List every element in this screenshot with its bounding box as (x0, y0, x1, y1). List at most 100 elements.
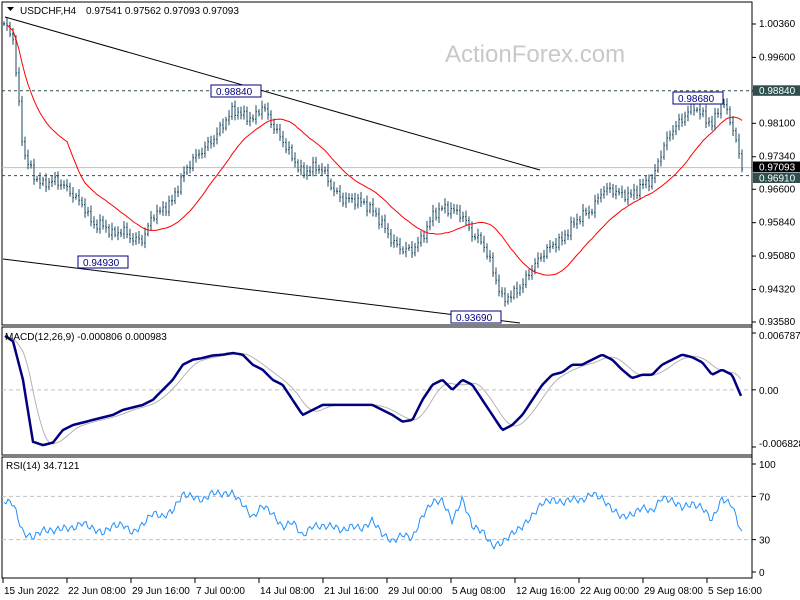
annotation-label: 0.93690 (456, 313, 493, 324)
price-bar (219, 121, 221, 137)
price-bar (627, 186, 629, 206)
price-bar (318, 164, 320, 174)
price-bar (231, 102, 233, 120)
price-bar (474, 233, 476, 241)
price-bar (456, 204, 458, 215)
price-bar (639, 178, 641, 200)
price-bar (708, 117, 710, 127)
price-bar (252, 114, 254, 123)
price-bar (279, 123, 281, 141)
price-bar (144, 227, 146, 249)
price-bar (513, 285, 515, 300)
price-bar (309, 166, 311, 176)
price-bar (249, 111, 251, 127)
price-bar (120, 228, 122, 238)
time-tick-label: 12 Aug 16:00 (516, 586, 575, 597)
price-bar (660, 150, 662, 167)
price-annotation: 0.93690 (450, 310, 502, 324)
price-bar (72, 187, 74, 203)
annotation-box (450, 310, 502, 324)
price-bar (81, 196, 83, 208)
price-bar (84, 198, 86, 218)
price-annotation: 0.98680 (672, 91, 724, 105)
price-bar (501, 287, 503, 298)
price-bar (60, 179, 62, 190)
annotation-box (210, 84, 262, 98)
price-bar (282, 130, 284, 148)
price-bar (504, 287, 506, 307)
price-bar (606, 182, 608, 196)
price-tick-label: 0.96600 (759, 184, 796, 195)
macd-line (4, 334, 743, 447)
price-bar (177, 185, 179, 198)
symbol-label: USDCHF,H4 (20, 6, 77, 17)
time-tick-label: 5 Aug 08:00 (452, 586, 506, 597)
price-level-label: 0.98840 (759, 86, 796, 97)
price-bar (528, 269, 530, 281)
price-bar (21, 95, 23, 146)
time-tick-label: 5 Sep 16:00 (708, 586, 762, 597)
price-bar (444, 198, 446, 214)
price-bar (303, 162, 305, 179)
price-tick-label: 0.98100 (759, 118, 796, 129)
price-bar (642, 178, 644, 190)
price-bar (519, 284, 521, 296)
price-bar (111, 222, 113, 241)
time-tick-label: 14 Jul 08:00 (260, 586, 315, 597)
triangle-down-icon[interactable] (7, 7, 14, 11)
price-bar (51, 175, 53, 187)
price-bar (24, 136, 26, 160)
price-bar (312, 156, 314, 177)
price-bar (276, 123, 278, 134)
price-bar (228, 110, 230, 126)
price-bar (321, 163, 323, 177)
price-annotation: 0.94930 (77, 255, 129, 269)
time-tick-label: 21 Jul 16:00 (324, 586, 379, 597)
price-bar (375, 207, 377, 218)
annotation-box (672, 91, 724, 105)
time-tick-label: 29 Jul 00:00 (388, 586, 443, 597)
price-bar (420, 230, 422, 247)
price-bar (114, 226, 116, 238)
time-tick-label: 15 Jun 2022 (4, 586, 59, 597)
price-bar (198, 149, 200, 159)
price-bar (45, 173, 47, 193)
rsi-tick-label: 70 (759, 492, 771, 503)
price-bar (207, 136, 209, 152)
price-panel[interactable]: 0.98840 0.94930 0.93690 0.98680 (1, 1, 753, 326)
price-bar (372, 198, 374, 217)
price-bar (174, 187, 176, 205)
price-bar (378, 207, 380, 230)
macd-tick-label: 0.006787 (759, 331, 800, 342)
price-label-bg (753, 85, 800, 96)
price-bar (162, 201, 164, 216)
price-bar (630, 189, 632, 198)
price-bar (516, 281, 518, 299)
price-bar (462, 211, 464, 223)
price-bar (123, 221, 125, 239)
ohlc-values: 0.97541 0.97562 0.97093 0.97093 (86, 6, 239, 17)
price-bar (369, 201, 371, 214)
price-bar (525, 270, 527, 289)
price-bar (459, 204, 461, 223)
annotation-label: 0.98680 (678, 94, 715, 105)
price-bar (273, 118, 275, 135)
price-bar (636, 185, 638, 200)
price-bar (3, 21, 5, 26)
price-bar (333, 181, 335, 197)
price-bar (438, 202, 440, 223)
price-bar (39, 172, 41, 189)
price-bar (255, 105, 257, 125)
price-bar (648, 174, 650, 192)
price-bar (315, 156, 317, 175)
price-bar (564, 230, 566, 245)
rsi-tick-label: 0 (759, 568, 765, 579)
price-bar (543, 249, 545, 263)
price-bar (66, 179, 68, 192)
price-bar (645, 175, 647, 189)
price-bar (222, 118, 224, 134)
price-bar (477, 228, 479, 244)
price-bar (450, 202, 452, 219)
price-bar (192, 153, 194, 172)
price-bar (624, 189, 626, 203)
